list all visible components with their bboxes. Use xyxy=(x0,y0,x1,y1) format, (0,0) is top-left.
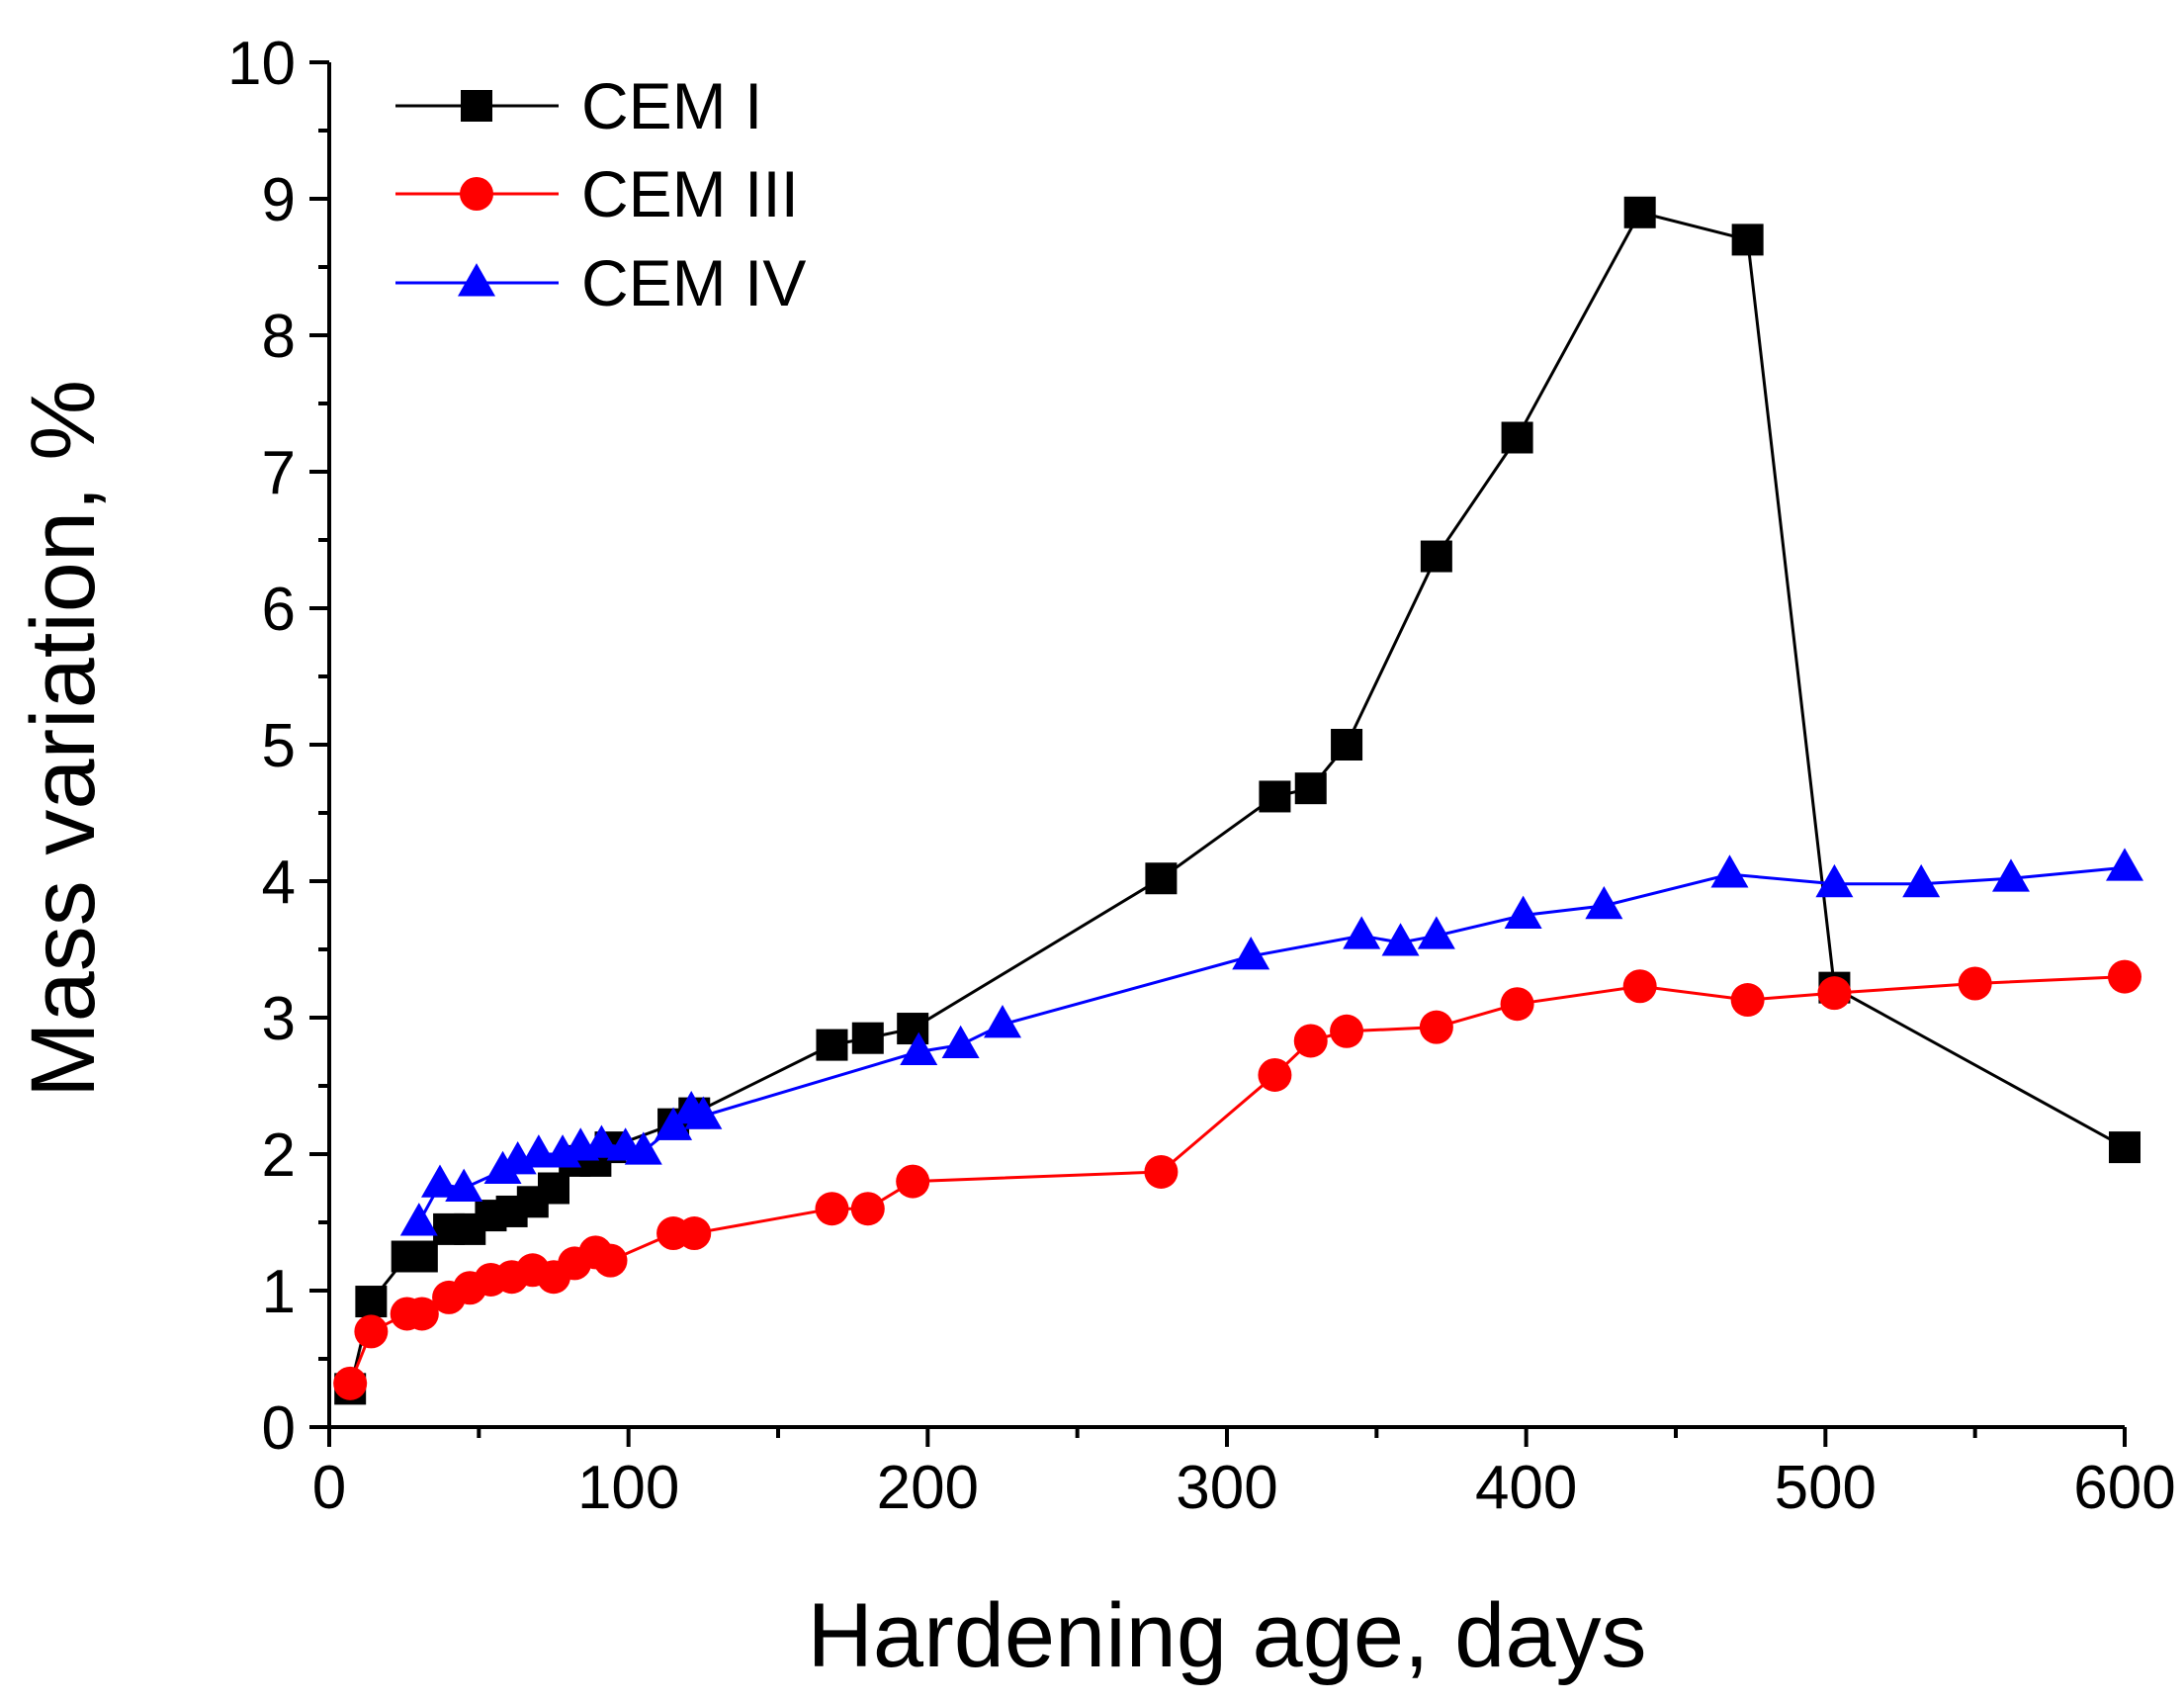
data-point-cem-iii xyxy=(1817,976,1852,1011)
data-point-cem-iv xyxy=(1381,923,1420,956)
data-point-cem-i xyxy=(1501,421,1533,454)
data-point-cem-iii xyxy=(815,1192,849,1226)
data-point-cem-iv xyxy=(941,1025,980,1059)
data-point-cem-iv xyxy=(684,1096,723,1129)
x-tick-label: 600 xyxy=(2073,1454,2175,1522)
data-point-cem-i xyxy=(405,1240,438,1273)
data-point-cem-iii xyxy=(1500,987,1534,1022)
data-point-cem-i xyxy=(1145,862,1178,895)
data-point-cem-i xyxy=(1331,729,1363,761)
data-point-cem-iv xyxy=(1710,854,1749,888)
data-point-cem-iii xyxy=(896,1164,930,1199)
x-tick-label: 0 xyxy=(312,1454,346,1522)
data-point-cem-iv xyxy=(984,1005,1021,1038)
legend-marker-cem-iv xyxy=(458,263,495,297)
y-tick-label: 9 xyxy=(262,166,296,234)
data-point-cem-iii xyxy=(593,1243,628,1278)
data-point-cem-iii xyxy=(1730,983,1765,1018)
data-point-cem-iii xyxy=(1258,1057,1292,1092)
data-point-cem-iii xyxy=(333,1366,368,1400)
data-point-cem-i xyxy=(538,1172,569,1205)
data-point-cem-i xyxy=(1294,772,1327,805)
data-point-cem-iii xyxy=(1622,969,1657,1004)
data-point-cem-iv xyxy=(1343,916,1381,949)
data-point-cem-i xyxy=(355,1286,388,1318)
data-point-cem-iii xyxy=(404,1297,439,1331)
data-point-cem-iv xyxy=(483,1150,522,1184)
x-tick-label: 500 xyxy=(1775,1454,1877,1522)
data-point-cem-i xyxy=(1259,780,1291,813)
y-tick-label: 6 xyxy=(262,576,296,644)
data-point-cem-iii xyxy=(1293,1024,1328,1058)
legend-marker-cem-i xyxy=(461,90,492,122)
series-cem-iii xyxy=(333,959,2141,1400)
data-point-cem-iv xyxy=(1232,937,1270,970)
x-tick-label: 200 xyxy=(877,1454,979,1522)
legend: CEM I CEM III CEM IV xyxy=(395,69,806,319)
x-axis-title: Hardening age, days xyxy=(807,1585,1646,1686)
data-point-cem-iv xyxy=(1902,863,1941,898)
data-point-cem-iv xyxy=(420,1164,459,1198)
data-point-cem-i xyxy=(2109,1131,2140,1164)
data-point-cem-iv xyxy=(582,1124,621,1158)
axes: 0 100 200 300 400 500 600 0 1 2 3 4 5 6 7 8 9 10 xyxy=(227,30,2176,1522)
y-tick-label: 4 xyxy=(262,849,296,917)
data-point-cem-iv xyxy=(1585,886,1623,920)
data-point-cem-iv xyxy=(1504,895,1542,929)
data-point-cem-iv xyxy=(1991,858,2030,892)
data-point-cem-i xyxy=(851,1022,884,1054)
data-point-cem-iii xyxy=(850,1192,885,1226)
data-point-cem-iii xyxy=(2108,959,2141,994)
data-point-cem-i xyxy=(897,1013,929,1045)
y-tick-label: 0 xyxy=(262,1394,296,1463)
data-point-cem-iv xyxy=(445,1168,483,1202)
data-point-cem-i xyxy=(1420,540,1452,573)
y-tick-label: 10 xyxy=(227,30,296,98)
data-point-cem-iv xyxy=(399,1203,438,1236)
y-tick-label: 5 xyxy=(262,712,296,780)
y-tick-label: 3 xyxy=(262,985,296,1053)
x-tick-label: 100 xyxy=(577,1454,679,1522)
data-point-cem-iii xyxy=(354,1314,389,1349)
data-point-cem-i xyxy=(816,1029,848,1061)
series-layer xyxy=(333,196,2143,1405)
x-tick-label: 300 xyxy=(1176,1454,1277,1522)
data-point-cem-iv xyxy=(900,1031,938,1065)
data-point-cem-iv xyxy=(2106,848,2143,881)
legend-label-cem-i: CEM I xyxy=(581,69,762,142)
data-point-cem-iii xyxy=(1330,1014,1364,1048)
legend-marker-cem-iii xyxy=(460,177,493,211)
data-point-cem-i xyxy=(1731,224,1764,256)
data-point-cem-iv xyxy=(624,1131,662,1165)
y-tick-label: 8 xyxy=(262,303,296,371)
legend-label-cem-iv: CEM IV xyxy=(581,246,806,319)
data-point-cem-iv xyxy=(1815,863,1854,898)
data-point-cem-iii xyxy=(1144,1154,1179,1189)
y-tick-label: 1 xyxy=(262,1258,296,1326)
data-point-cem-iv xyxy=(1417,916,1455,949)
data-point-cem-iv xyxy=(519,1134,558,1168)
data-point-cem-iii xyxy=(1958,966,1992,1001)
y-tick-label: 2 xyxy=(262,1121,296,1190)
legend-label-cem-iii: CEM III xyxy=(581,157,799,230)
data-point-cem-iii xyxy=(1419,1010,1453,1044)
y-tick-label: 7 xyxy=(262,439,296,507)
data-point-cem-iii xyxy=(677,1216,712,1251)
x-tick-label: 400 xyxy=(1475,1454,1577,1522)
series-cem-iv xyxy=(399,848,2143,1236)
data-point-cem-i xyxy=(1623,196,1656,228)
y-axis-title: Mass variation, % xyxy=(13,380,114,1098)
